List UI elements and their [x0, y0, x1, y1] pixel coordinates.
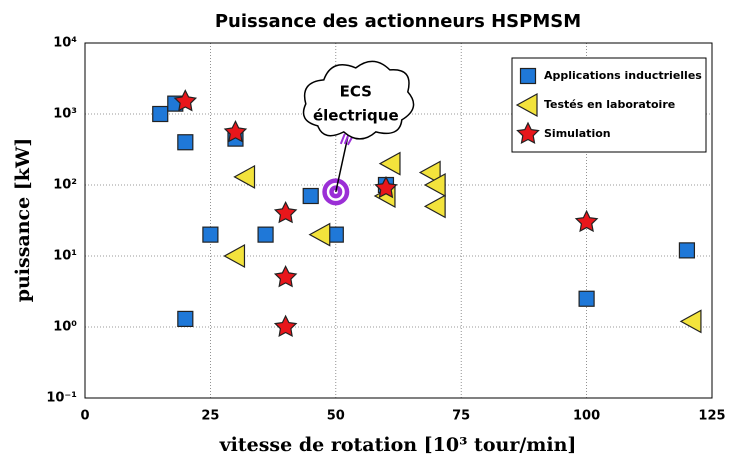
marker-square [521, 69, 536, 84]
legend-label: Simulation [544, 127, 611, 140]
marker-square [178, 311, 193, 326]
marker-star [576, 211, 597, 231]
marker-square [303, 188, 318, 203]
y-tick-label: 10³ [53, 107, 77, 122]
x-tick-label: 50 [327, 409, 345, 424]
y-tick-label: 10⁴ [53, 36, 77, 51]
x-tick-label: 75 [452, 409, 470, 424]
chart-title: Puissance des actionneurs HSPMSM [215, 11, 581, 32]
marker-triangle [425, 195, 445, 217]
chart: Puissance des actionneurs HSPMSM vitesse… [0, 0, 740, 463]
marker-triangle [310, 224, 330, 246]
legend-label: Applications inductrielles [544, 69, 702, 82]
marker-triangle [224, 245, 244, 267]
x-tick-label: 0 [80, 409, 89, 424]
x-tick-label: 25 [201, 409, 219, 424]
marker-star [275, 266, 296, 286]
marker-triangle [380, 153, 400, 175]
y-tick-label: 10¹ [53, 249, 77, 264]
marker-square [258, 227, 273, 242]
x-tick-label: 125 [698, 409, 725, 424]
x-axis-label: vitesse de rotation [10³ tour/min] [219, 434, 577, 456]
x-tick-label: 100 [573, 409, 600, 424]
legend-label: Testés en laboratoire [544, 98, 675, 111]
y-axis-label: puissance [kW] [12, 138, 34, 303]
y-tick-label: 10⁰ [53, 320, 77, 335]
y-tick-label: 10² [53, 178, 77, 193]
marker-square [178, 135, 193, 150]
marker-triangle [681, 310, 701, 332]
marker-star [275, 202, 296, 222]
marker-square [203, 227, 218, 242]
annotation-text: électrique [313, 106, 399, 124]
marker-square [153, 107, 168, 122]
marker-square [579, 291, 594, 306]
annotation-text: ECS [340, 82, 372, 100]
y-tick-label: 10⁻¹ [46, 391, 77, 406]
marker-star [275, 316, 296, 336]
marker-square [328, 227, 343, 242]
marker-square [679, 243, 694, 258]
